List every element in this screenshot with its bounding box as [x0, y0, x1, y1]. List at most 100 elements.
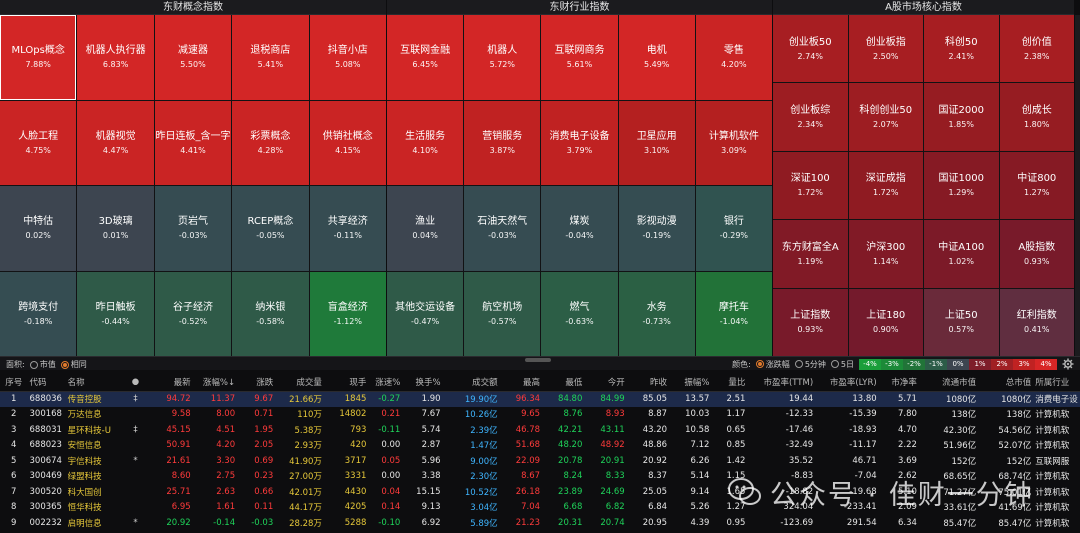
heatmap-tile[interactable]: 其他交运设备 -0.47%: [387, 271, 464, 356]
heatmap-tile[interactable]: 互联网商务 5.61%: [541, 15, 618, 100]
heatmap-tile[interactable]: 渔业 0.04%: [387, 186, 464, 271]
heatmap-tile[interactable]: 上证指数 0.93%: [773, 288, 848, 356]
heatmap-tile[interactable]: 深证成指 1.72%: [848, 151, 923, 220]
column-header[interactable]: 序号: [0, 374, 28, 392]
heatmap-tile[interactable]: 上证50 0.57%: [924, 288, 999, 356]
heatmap-tile[interactable]: 昨日连板_含一字 4.41%: [154, 100, 232, 185]
heatmap-tile[interactable]: 机器人 5.72%: [464, 15, 541, 100]
heatmap-tile[interactable]: A股指数 0.93%: [999, 220, 1074, 288]
column-header[interactable]: 今开: [584, 374, 627, 392]
heatmap-tile[interactable]: 沪深300 1.14%: [848, 220, 923, 288]
heatmap-tile[interactable]: 卫星应用 3.10%: [618, 100, 695, 185]
heatmap-tile[interactable]: 互联网金融 6.45%: [387, 15, 464, 100]
table-row[interactable]: 5 300674 宇信科技 * 21.61 3.30 0.69 41.90万 3717 0.05 5…: [0, 453, 1080, 469]
heatmap-tile[interactable]: 红利指数 0.41%: [999, 288, 1074, 356]
heatmap-tile[interactable]: 石油天然气 -0.03%: [464, 186, 541, 271]
column-header[interactable]: 现手: [323, 374, 369, 392]
heatmap-tile[interactable]: 科创创业50 2.07%: [848, 83, 923, 151]
heatmap-tile[interactable]: 创成长 1.80%: [999, 83, 1074, 151]
area-option-market-cap[interactable]: 市值: [29, 359, 56, 370]
heatmap-tile[interactable]: 消费电子设备 3.79%: [541, 100, 618, 185]
column-header[interactable]: 名称: [65, 374, 125, 392]
heatmap-tile[interactable]: 摩托车 -1.04%: [695, 271, 772, 356]
heatmap-tile[interactable]: 中证800 1.27%: [999, 151, 1074, 220]
heatmap-tile[interactable]: 深证100 1.72%: [773, 151, 848, 220]
heatmap-tile[interactable]: 上证180 0.90%: [848, 288, 923, 356]
column-header[interactable]: 成交量: [275, 374, 324, 392]
column-header[interactable]: 总市值: [978, 374, 1034, 392]
heatmap-tile[interactable]: 零售 4.20%: [695, 15, 772, 100]
heatmap-tile[interactable]: 燃气 -0.63%: [541, 271, 618, 356]
table-row[interactable]: 4 688023 安恒信息 50.91 4.20 2.05 2.93万 420 0.00 2.87…: [0, 438, 1080, 454]
heatmap-tile[interactable]: 电机 5.49%: [618, 15, 695, 100]
heatmap-tile[interactable]: 创价值 2.38%: [999, 15, 1074, 83]
heatmap-tile[interactable]: 创业板综 2.34%: [773, 83, 848, 151]
color-option-change[interactable]: 涨跌幅: [755, 359, 790, 370]
gear-icon[interactable]: [1062, 358, 1074, 370]
heatmap-tile[interactable]: 纳米银 -0.58%: [232, 271, 309, 356]
heatmap-tile[interactable]: 人脸工程 4.75%: [0, 100, 77, 185]
heatmap-tile[interactable]: 营销服务 3.87%: [464, 100, 541, 185]
heatmap-tile[interactable]: MLOps概念 7.88%: [0, 15, 77, 100]
heatmap-tile[interactable]: 国证2000 1.85%: [924, 83, 999, 151]
column-header[interactable]: 涨跌: [237, 374, 276, 392]
heatmap-tile[interactable]: 国证1000 1.29%: [924, 151, 999, 220]
heatmap-tile[interactable]: 创业板50 2.74%: [773, 15, 848, 83]
table-row[interactable]: 1 688036 传音控股 ‡ 94.72 11.37 9.67 21.66万 1845 -0.2…: [0, 391, 1080, 407]
column-header[interactable]: 最高: [499, 374, 543, 392]
heatmap-tile[interactable]: 3D玻璃 0.01%: [77, 186, 154, 271]
heatmap-tile[interactable]: 中证A100 1.02%: [924, 220, 999, 288]
column-header[interactable]: 成交额: [442, 374, 500, 392]
heatmap-tile[interactable]: 退税商店 5.41%: [232, 15, 309, 100]
heatmap-tile[interactable]: 航空机场 -0.57%: [464, 271, 541, 356]
scrollbar[interactable]: [1075, 15, 1080, 356]
column-header[interactable]: 涨幅%↓: [192, 374, 238, 392]
table-row[interactable]: 6 300469 绿盟科技 8.60 2.75 0.23 27.00万 3331 0.00 3.3…: [0, 469, 1080, 485]
column-header[interactable]: 振幅%: [669, 374, 712, 392]
collapse-handle[interactable]: [525, 358, 551, 362]
heatmap-tile[interactable]: 计算机软件 3.09%: [695, 100, 772, 185]
column-header[interactable]: ●: [124, 374, 147, 392]
heatmap-tile[interactable]: 机器人执行器 6.83%: [77, 15, 154, 100]
table-row[interactable]: 9 002232 启明信息 * 20.92 -0.14 -0.03 28.28万 5288 -0.…: [0, 515, 1080, 531]
color-option-5min[interactable]: 5分钟: [794, 359, 826, 370]
heatmap-tile[interactable]: 盲盒经济 -1.12%: [309, 271, 386, 356]
heatmap-tile[interactable]: 煤炭 -0.04%: [541, 186, 618, 271]
column-header[interactable]: 量比: [711, 374, 748, 392]
heatmap-tile[interactable]: 共享经济 -0.11%: [309, 186, 386, 271]
column-header[interactable]: 市盈率(LYR): [815, 374, 879, 392]
heatmap-tile[interactable]: 影视动漫 -0.19%: [618, 186, 695, 271]
column-header[interactable]: 涨速%: [368, 374, 403, 392]
table-row[interactable]: 2 300168 万达信息 9.58 8.00 0.71 110万 14802 0.21 7.67…: [0, 407, 1080, 423]
column-header[interactable]: 昨收: [626, 374, 670, 392]
heatmap-tile[interactable]: 创业板指 2.50%: [848, 15, 923, 83]
area-option-equal[interactable]: 相同: [60, 359, 87, 370]
heatmap-tile[interactable]: 页岩气 -0.03%: [154, 186, 232, 271]
heatmap-tile[interactable]: 水务 -0.73%: [618, 271, 695, 356]
heatmap-tile[interactable]: RCEP概念 -0.05%: [232, 186, 309, 271]
heatmap-tile[interactable]: 谷子经济 -0.52%: [154, 271, 232, 356]
table-row[interactable]: 3 688031 星环科技-U ‡ 45.15 4.51 1.95 5.38万 793 -0.11…: [0, 422, 1080, 438]
column-header[interactable]: 市净率: [878, 374, 919, 392]
column-header[interactable]: 流通市值: [918, 374, 979, 392]
heatmap-tile[interactable]: 银行 -0.29%: [695, 186, 772, 271]
heatmap-tile[interactable]: 机器视觉 4.47%: [77, 100, 154, 185]
heatmap-tile[interactable]: 抖音小店 5.08%: [309, 15, 386, 100]
heatmap-tile[interactable]: 彩票概念 4.28%: [232, 100, 309, 185]
color-option-5day[interactable]: 5日: [830, 359, 854, 370]
heatmap-tile[interactable]: 科创50 2.41%: [924, 15, 999, 83]
table-row[interactable]: 8 300365 恒华科技 6.95 1.61 0.11 44.17万 4205 0.14 9.1…: [0, 500, 1080, 516]
heatmap-tile[interactable]: 减速器 5.50%: [154, 15, 232, 100]
table-row[interactable]: 7 300520 科大国创 25.71 2.63 0.66 42.01万 4430 0.04 15…: [0, 484, 1080, 500]
heatmap-tile[interactable]: 生活服务 4.10%: [387, 100, 464, 185]
column-header[interactable]: 换手%: [402, 374, 443, 392]
column-header[interactable]: 最新: [146, 374, 193, 392]
column-header[interactable]: 市盈率(TTM): [747, 374, 816, 392]
heatmap-tile[interactable]: 跨境支付 -0.18%: [0, 271, 77, 356]
heatmap-tile[interactable]: 昨日触板 -0.44%: [77, 271, 154, 356]
heatmap-tile[interactable]: 中特估 0.02%: [0, 186, 77, 271]
heatmap-tile[interactable]: 东方财富全A 1.19%: [773, 220, 848, 288]
column-header[interactable]: 所属行业: [1033, 374, 1080, 392]
column-header[interactable]: 最低: [542, 374, 585, 392]
heatmap-tile[interactable]: 供销社概念 4.15%: [309, 100, 386, 185]
